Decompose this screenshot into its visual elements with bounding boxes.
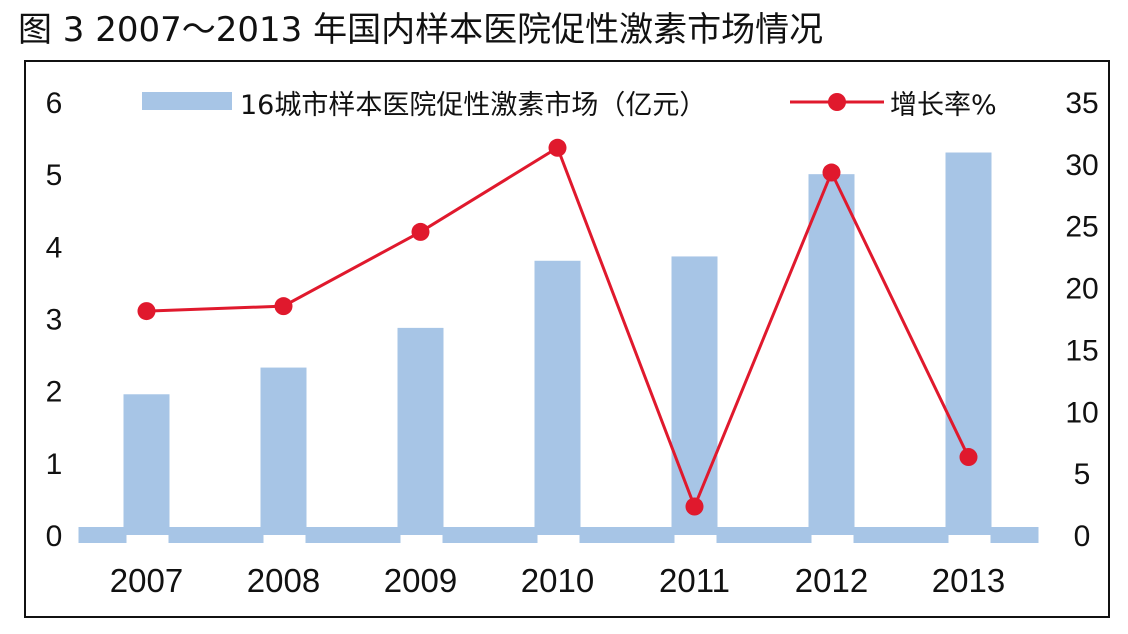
legend-swatch-marker	[828, 93, 846, 111]
right-axis-tick-label: 15	[1065, 334, 1098, 367]
bar	[260, 367, 307, 535]
baseline-bar-right	[305, 527, 354, 543]
x-axis-tick-label: 2009	[384, 562, 457, 599]
left-axis-tick-label: 6	[46, 87, 63, 120]
chart-frame	[24, 60, 1110, 618]
growth-point	[685, 497, 704, 516]
legend-swatch-bar	[142, 92, 232, 110]
right-axis-tick-label: 10	[1065, 396, 1098, 429]
baseline-bar-right	[442, 527, 491, 543]
left-axis-tick-label: 2	[46, 376, 63, 409]
baseline-bar-left	[352, 527, 401, 543]
baseline-bar-left	[900, 527, 949, 543]
right-axis-tick-label: 5	[1074, 458, 1091, 491]
left-axis-tick-label: 3	[46, 304, 63, 337]
growth-point	[411, 222, 430, 241]
baseline-bar-right	[579, 527, 628, 543]
bar	[534, 260, 581, 535]
x-axis-tick-label: 2012	[795, 562, 868, 599]
bar	[671, 256, 718, 535]
bar	[808, 174, 855, 535]
left-axis-tick-label: 0	[46, 520, 63, 553]
chart-title: 图 3 2007～2013 年国内样本医院促性激素市场情况	[18, 10, 824, 50]
growth-point	[274, 297, 293, 316]
growth-point	[959, 448, 978, 467]
baseline-bar-right	[990, 527, 1039, 543]
bar	[123, 394, 170, 535]
x-axis-tick-label: 2008	[247, 562, 320, 599]
right-axis-tick-label: 25	[1065, 211, 1098, 244]
x-axis-tick-label: 2013	[932, 562, 1005, 599]
baseline-bar-left	[215, 527, 264, 543]
baseline-bar-right	[716, 527, 765, 543]
legend-label-market: 16城市样本医院促性激素市场（亿元）	[240, 90, 706, 121]
growth-point	[822, 163, 841, 182]
growth-point	[137, 302, 156, 321]
baseline-bar-left	[489, 527, 538, 543]
bar	[397, 327, 444, 535]
x-axis-tick-label: 2010	[521, 562, 594, 599]
baseline-bar-right	[168, 527, 217, 543]
baseline-bar-left	[626, 527, 675, 543]
left-axis-tick-label: 4	[46, 231, 63, 264]
baseline-bar-right	[853, 527, 902, 543]
right-axis-tick-label: 20	[1065, 273, 1098, 306]
x-axis-tick-label: 2011	[659, 562, 730, 599]
right-axis-tick-label: 0	[1074, 520, 1091, 553]
growth-point	[548, 138, 567, 157]
left-axis-tick-label: 5	[46, 159, 63, 192]
right-axis-tick-label: 30	[1065, 149, 1098, 182]
x-axis-tick-label: 2007	[110, 562, 183, 599]
right-axis-tick-label: 35	[1065, 87, 1098, 120]
bar	[945, 152, 992, 535]
legend-label-growth: 增长率%	[890, 90, 997, 121]
baseline-bar-left	[78, 527, 127, 543]
baseline-bar-left	[763, 527, 812, 543]
left-axis-tick-label: 1	[46, 448, 63, 481]
